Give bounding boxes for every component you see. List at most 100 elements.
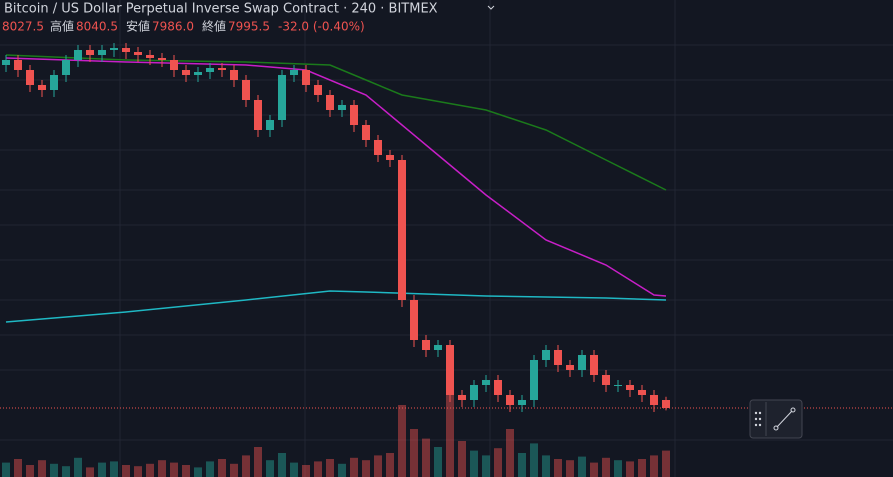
candle-body <box>662 400 670 408</box>
volume-bar <box>314 461 322 477</box>
volume-bar <box>350 457 358 477</box>
candle-body <box>494 380 502 395</box>
moving-average <box>5 57 667 297</box>
volume-bar <box>602 457 610 477</box>
volume-bar <box>158 460 166 477</box>
volume-bar <box>194 467 202 477</box>
volume-bar <box>518 453 526 477</box>
symbol-title[interactable]: Bitcoin / US Dollar Perpetual Inverse Sw… <box>4 2 438 17</box>
volume-bar <box>26 465 34 477</box>
candle-body <box>2 60 10 65</box>
volume-bar <box>434 447 442 477</box>
volume-bar <box>110 461 118 477</box>
volume-bar <box>146 463 154 477</box>
volume-bar <box>218 459 226 477</box>
volume-bar <box>38 460 46 477</box>
candle-body <box>14 60 22 70</box>
candle-body <box>518 400 526 405</box>
candle-body <box>554 350 562 365</box>
volume-bar <box>206 461 214 477</box>
candle-body <box>626 385 634 390</box>
candle-body <box>218 68 226 70</box>
volume-bar <box>134 466 142 477</box>
candle-body <box>566 365 574 370</box>
close-value: 7995.5 <box>228 20 270 34</box>
candle-body <box>542 350 550 360</box>
candle-body <box>146 55 154 58</box>
volume-bar <box>122 465 130 477</box>
volume-bar <box>590 462 598 477</box>
volume-bar <box>482 455 490 477</box>
low-value: 7986.0 <box>152 20 194 34</box>
volume-bar <box>14 459 22 477</box>
volume-bar <box>566 460 574 477</box>
volume-bar <box>578 456 586 477</box>
moving-average <box>5 290 667 323</box>
volume-bar <box>182 465 190 477</box>
volume-bar <box>302 465 310 477</box>
volume-bar <box>62 466 70 477</box>
volume-bar <box>254 447 262 477</box>
dropdown-arrow[interactable] <box>487 5 495 10</box>
candle-body <box>434 345 442 350</box>
volume-bar <box>614 460 622 477</box>
volume-bar <box>626 461 634 477</box>
candle-body <box>38 85 46 90</box>
volume-bar <box>662 450 670 477</box>
trend-line-tool[interactable] <box>773 407 796 431</box>
toolbar-box <box>749 399 803 439</box>
volume-bar <box>506 429 514 477</box>
candle-body <box>86 50 94 55</box>
candle-body <box>386 155 394 160</box>
candle-body <box>482 380 490 385</box>
volume-bar <box>410 429 418 477</box>
drawing-toolbar[interactable] <box>749 399 803 439</box>
candle-body <box>458 395 466 400</box>
candle-body <box>422 340 430 350</box>
low-label: 安値 <box>126 19 150 34</box>
volume-bar <box>230 463 238 477</box>
volume-bar <box>338 463 346 477</box>
candle-body <box>158 58 166 60</box>
volume-bar <box>530 443 538 477</box>
candle-body <box>266 120 274 130</box>
volume-bar <box>422 438 430 477</box>
volume-bar <box>50 463 58 477</box>
close-label: 終値 <box>202 19 226 34</box>
candle-body <box>98 50 106 55</box>
candle-body <box>26 70 34 85</box>
candle-body <box>254 100 262 130</box>
volume-bar <box>494 448 502 477</box>
candle-body <box>602 375 610 385</box>
volume-bar <box>386 453 394 477</box>
drag-handle[interactable] <box>754 411 762 427</box>
candle-body <box>650 395 658 405</box>
candle-body <box>590 355 598 375</box>
ohlc-legend: 8027.5 高値 8040.5 安値 7986.0 終値 7995.5 -32… <box>2 19 365 34</box>
volume-bar <box>278 453 286 477</box>
volume-bar <box>74 457 82 477</box>
open-value: 8027.5 <box>2 20 44 34</box>
plot <box>0 43 893 477</box>
candle-body <box>446 345 454 395</box>
candle-body <box>242 80 250 100</box>
high-value: 8040.5 <box>76 20 118 34</box>
moving-average <box>5 54 667 191</box>
candle-body <box>62 60 70 75</box>
candle-body <box>194 72 202 75</box>
volume-bar <box>470 450 478 477</box>
candle-body <box>122 48 130 52</box>
volume-bar <box>266 460 274 477</box>
candle-body <box>578 355 586 370</box>
volume-bar <box>650 455 658 477</box>
candle-body <box>74 50 82 60</box>
candle-body <box>290 70 298 75</box>
candle-body <box>326 95 334 110</box>
volume-bar <box>446 393 454 477</box>
volume-bar <box>542 455 550 477</box>
candle-body <box>134 52 142 55</box>
volume-bar <box>458 441 466 477</box>
candle-body <box>110 48 118 50</box>
